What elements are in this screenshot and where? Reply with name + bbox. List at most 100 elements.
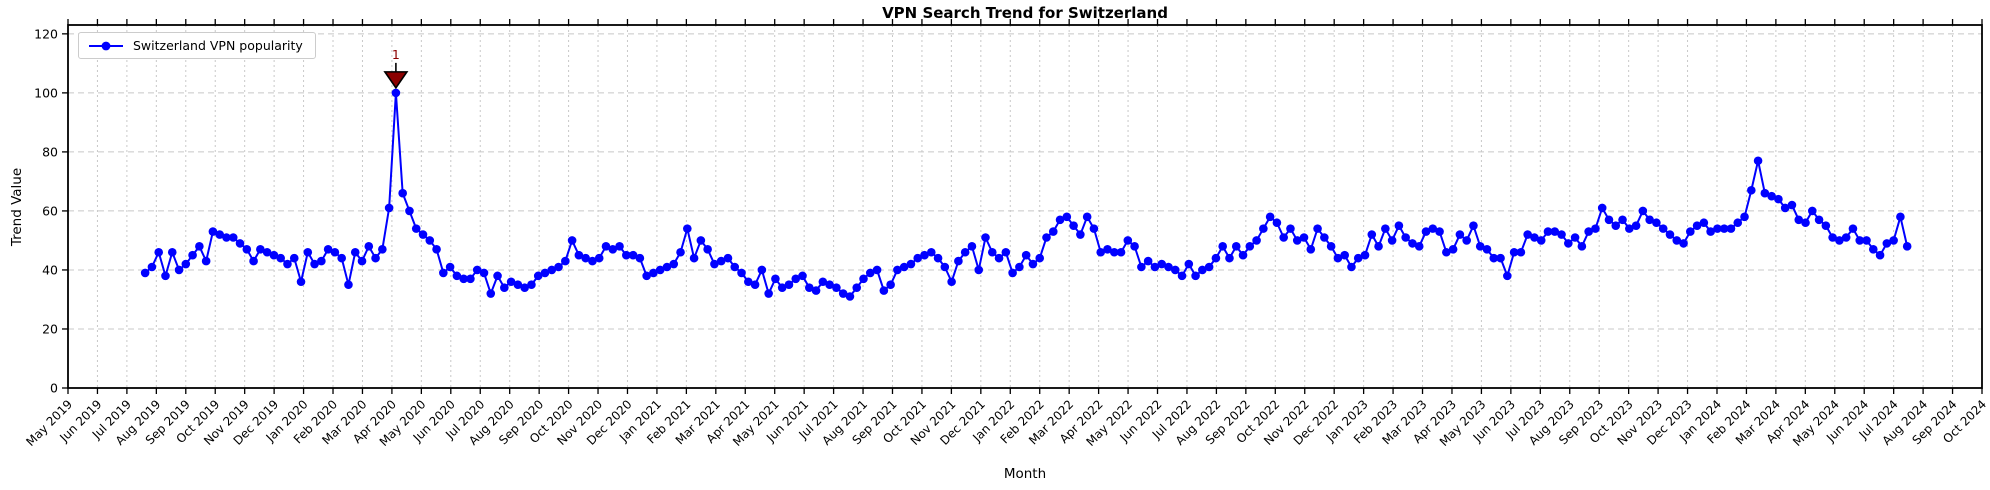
data-point xyxy=(1231,242,1241,251)
data-point xyxy=(527,280,536,290)
data-point xyxy=(1801,218,1810,228)
data-point xyxy=(608,244,618,254)
data-point xyxy=(960,247,970,257)
data-point xyxy=(1326,242,1336,251)
data-point xyxy=(276,253,285,263)
data-point xyxy=(1753,156,1763,166)
data-point xyxy=(1103,244,1112,254)
data-point xyxy=(1686,227,1695,236)
data-point xyxy=(1496,253,1505,263)
data-point xyxy=(1706,227,1715,236)
data-point xyxy=(418,230,428,239)
data-point xyxy=(1265,212,1275,222)
data-point xyxy=(1313,224,1322,233)
data-point xyxy=(886,280,895,290)
data-point xyxy=(1523,230,1532,239)
data-point xyxy=(398,188,407,198)
data-point xyxy=(804,283,814,292)
data-point xyxy=(940,262,950,272)
data-point xyxy=(1740,212,1749,222)
data-point xyxy=(865,268,875,278)
data-point xyxy=(1767,191,1776,201)
chart-title: VPN Search Trend for Switzerland xyxy=(882,4,1168,22)
data-point xyxy=(947,277,956,287)
data-point xyxy=(757,265,767,275)
data-point xyxy=(1306,244,1316,254)
data-point xyxy=(1143,256,1153,266)
data-point xyxy=(1658,224,1668,233)
data-point xyxy=(1238,250,1248,260)
data-point xyxy=(1882,239,1892,248)
data-point xyxy=(1719,224,1729,233)
data-point xyxy=(649,268,658,278)
data-point xyxy=(926,247,936,257)
data-point xyxy=(269,250,279,260)
data-point xyxy=(405,206,414,216)
data-point xyxy=(601,242,611,251)
legend-box[interactable]: Switzerland VPN popularity xyxy=(78,32,316,59)
data-point xyxy=(1835,236,1844,245)
data-point xyxy=(1848,224,1858,233)
data-point xyxy=(344,280,353,290)
data-point xyxy=(628,250,638,260)
data-point xyxy=(581,253,590,263)
data-point xyxy=(662,262,672,272)
data-point xyxy=(337,253,346,263)
data-point xyxy=(1333,253,1343,263)
data-point xyxy=(1367,230,1377,239)
data-point xyxy=(1245,242,1255,251)
data-point xyxy=(594,253,604,263)
data-point xyxy=(1069,221,1078,230)
data-point xyxy=(1150,262,1160,272)
data-point xyxy=(1652,218,1661,228)
data-point xyxy=(967,242,977,251)
data-point xyxy=(1862,236,1871,245)
data-point xyxy=(466,274,475,284)
data-point xyxy=(1347,262,1356,272)
data-point xyxy=(1408,239,1417,248)
data-point xyxy=(296,277,306,287)
data-point xyxy=(479,268,489,278)
data-point xyxy=(588,256,597,266)
data-point xyxy=(825,280,834,290)
data-point xyxy=(1008,268,1017,278)
data-point xyxy=(310,259,319,269)
y-tick-label: 40 xyxy=(42,262,58,277)
data-point xyxy=(500,283,509,292)
data-point xyxy=(432,244,441,254)
data-point xyxy=(1035,253,1045,263)
data-point xyxy=(1414,242,1424,251)
data-point xyxy=(1489,253,1499,263)
data-point xyxy=(242,244,252,254)
data-point xyxy=(811,286,821,295)
data-point xyxy=(1591,224,1600,233)
data-point xyxy=(1462,236,1471,245)
data-point xyxy=(1360,250,1370,260)
data-point xyxy=(533,271,543,281)
data-point xyxy=(1503,271,1512,281)
y-tick-label: 80 xyxy=(42,144,58,159)
data-point xyxy=(1394,221,1404,230)
data-point xyxy=(506,277,516,287)
data-point xyxy=(1001,247,1011,257)
data-point xyxy=(411,224,421,233)
data-point xyxy=(1299,233,1309,242)
data-point xyxy=(567,236,577,245)
data-point xyxy=(1564,239,1573,248)
data-point xyxy=(1638,206,1648,216)
data-point xyxy=(622,250,631,260)
data-point xyxy=(1401,233,1410,242)
data-point xyxy=(439,268,448,278)
data-point xyxy=(1482,244,1492,254)
data-point xyxy=(303,247,313,257)
data-point xyxy=(154,247,164,257)
data-point xyxy=(1252,236,1261,245)
data-point xyxy=(547,265,557,275)
data-point xyxy=(561,256,570,266)
data-point xyxy=(737,268,746,278)
data-point xyxy=(540,268,550,278)
data-point xyxy=(228,233,238,242)
data-point xyxy=(1076,230,1085,239)
